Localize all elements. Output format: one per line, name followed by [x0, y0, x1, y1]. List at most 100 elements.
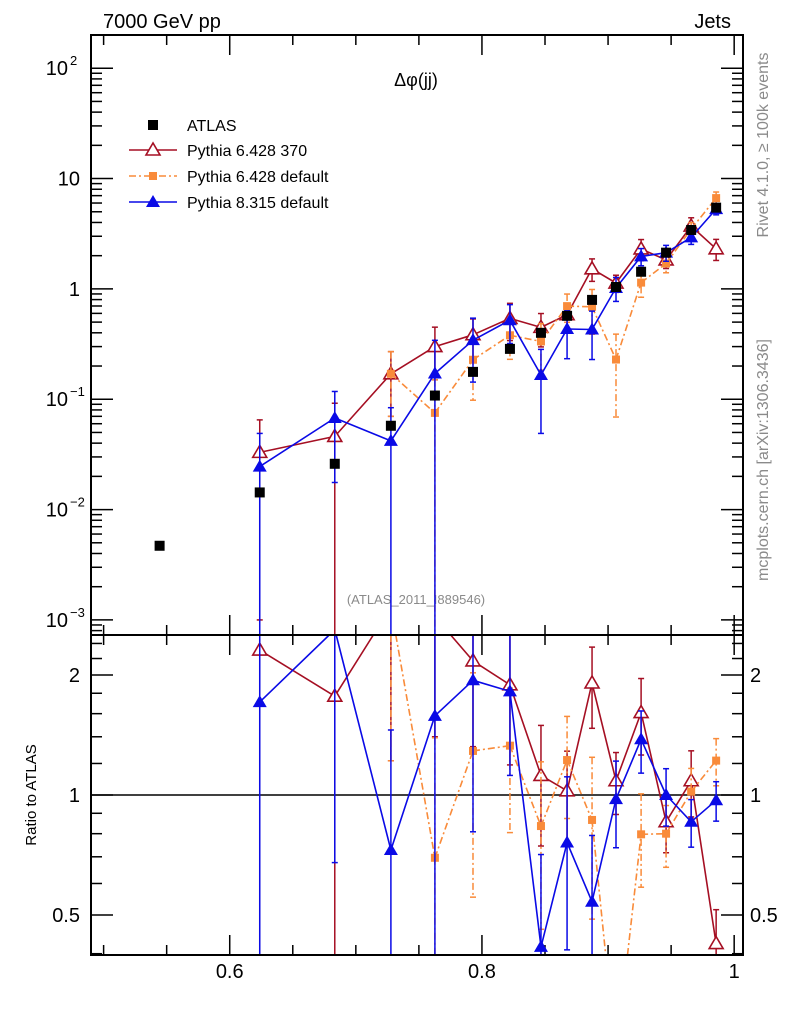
p8_default-main-point [560, 322, 575, 335]
y-tick-exponent: −3 [70, 605, 85, 620]
legend-p6_370-label: Pythia 6.428 370 [187, 143, 307, 160]
p6_default-main-point [588, 302, 597, 311]
y-tick-label: 10 [46, 610, 68, 632]
ratio-tick-label: 0.5 [52, 905, 80, 927]
atlas-main-point [611, 282, 622, 293]
p6_default-ratio-line [395, 635, 717, 955]
main-panel [154, 191, 725, 635]
p6_default-ratio-point [637, 830, 646, 839]
p8_default-ratio-point [252, 695, 267, 708]
legend-p8_default-marker [146, 195, 160, 207]
p8_default-ratio-point [533, 939, 548, 952]
atlas-main-point [385, 420, 396, 431]
y-tick-label: 10 [58, 169, 80, 191]
p6_default-main-point [637, 278, 646, 287]
atlas-main-point [562, 310, 573, 321]
y-tick-exponent: 2 [70, 53, 77, 68]
p6_370-ratio-point [707, 935, 725, 950]
p6_370-main-point [583, 260, 601, 275]
p6_default-main-line [390, 197, 717, 414]
legend-p6_default-marker [149, 172, 157, 180]
p6_default-ratio-point [687, 787, 696, 796]
atlas-main-point [686, 224, 697, 235]
p8_default-ratio-line [259, 635, 717, 948]
p6_370-main-point [707, 240, 725, 255]
y-tick-exponent: −1 [70, 384, 85, 399]
legend-atlas-marker [148, 120, 158, 130]
analysis-id: (ATLAS_2011_I889546) [347, 592, 485, 607]
p6_default-main-point [662, 259, 671, 268]
p8_default-ratio-point [684, 814, 699, 827]
mcplots-label: mcplots.cern.ch [arXiv:1306.3436] [755, 339, 772, 581]
p8_default-main-point [634, 249, 649, 262]
legend-atlas-label: ATLAS [187, 118, 237, 135]
legend: ATLAS Pythia 6.428 370 Pythia 6.428 defaul… [129, 118, 329, 212]
p8_default-main-point [252, 459, 267, 472]
p8_default-ratio-point [709, 793, 724, 806]
p6_default-ratio-point [563, 756, 572, 765]
p8_default-ratio-point [465, 673, 480, 686]
atlas-main-point [661, 247, 672, 258]
p8_default-ratio-point [634, 732, 649, 745]
atlas-main-point [154, 540, 165, 551]
category-label: Jets [694, 11, 731, 33]
energy-label: 7000 GeV pp [103, 11, 221, 33]
atlas-main-point [329, 458, 340, 469]
y-tick-label: 10 [46, 389, 68, 411]
ratio-frame [90, 634, 744, 956]
y-tick-exponent: −2 [70, 495, 85, 510]
rivet-label: Rivet 4.1.0, ≥ 100k events [755, 53, 772, 238]
legend-p6_370-marker [144, 141, 162, 156]
x-tick-label: 0.8 [468, 961, 496, 983]
chart-title: Δφ(jj) [394, 70, 438, 90]
p8_default-main-point [502, 313, 517, 326]
atlas-main-point [587, 294, 598, 305]
y-tick-label: 10 [46, 500, 68, 522]
p8_default-ratio-point [502, 684, 517, 697]
atlas-main-point [711, 202, 722, 213]
p6_default-main-point [386, 369, 395, 378]
p6_default-ratio-point [712, 756, 721, 765]
p8_default-main-line [259, 208, 717, 468]
p8_default-ratio-point [427, 708, 442, 721]
atlas-main-point [504, 343, 515, 354]
x-tick-label: 1 [729, 961, 740, 983]
y-tick-label: 1 [69, 279, 80, 301]
p6_default-main-point [536, 337, 545, 346]
p8_default-main-point [585, 322, 600, 335]
p8_default-ratio-point [560, 835, 575, 848]
p8_default-ratio-point [383, 843, 398, 856]
p6_370-main-line [259, 225, 717, 454]
ratio-tick-label: 2 [69, 665, 80, 687]
p8_default-main-point [465, 333, 480, 346]
atlas-main-point [636, 266, 647, 277]
p8_default-ratio-point [659, 788, 674, 801]
p6_default-ratio-point [662, 829, 671, 838]
p8_default-main-point [427, 366, 442, 379]
atlas-main-point [429, 390, 440, 401]
p6_default-main-point [612, 355, 621, 364]
p6_default-ratio-point [588, 815, 597, 824]
p8_default-ratio-point [609, 792, 624, 805]
p8_default-main-point [684, 230, 699, 243]
p8_default-main-point [327, 411, 342, 424]
ratio-tick-label: 2 [750, 665, 761, 687]
p6_370-ratio-line [259, 635, 717, 944]
ratio-ylabel: Ratio to ATLAS [23, 744, 40, 845]
legend-p6_default-label: Pythia 6.428 default [187, 169, 329, 186]
x-tick-label: 0.6 [216, 961, 244, 983]
p6_default-main-point [712, 194, 721, 203]
atlas-main-point [467, 366, 478, 377]
ratio-tick-label: 1 [69, 785, 80, 807]
p6_default-ratio-point [536, 822, 545, 831]
atlas-main-point [535, 327, 546, 338]
p6_default-main-point [563, 302, 572, 311]
p6_370-ratio-point [583, 674, 601, 689]
p8_default-ratio-point [585, 894, 600, 907]
ratio-panel [91, 635, 743, 955]
ratio-tick-label: 1 [750, 785, 761, 807]
p8_default-main-point [383, 433, 398, 446]
atlas-main-point [254, 487, 265, 498]
